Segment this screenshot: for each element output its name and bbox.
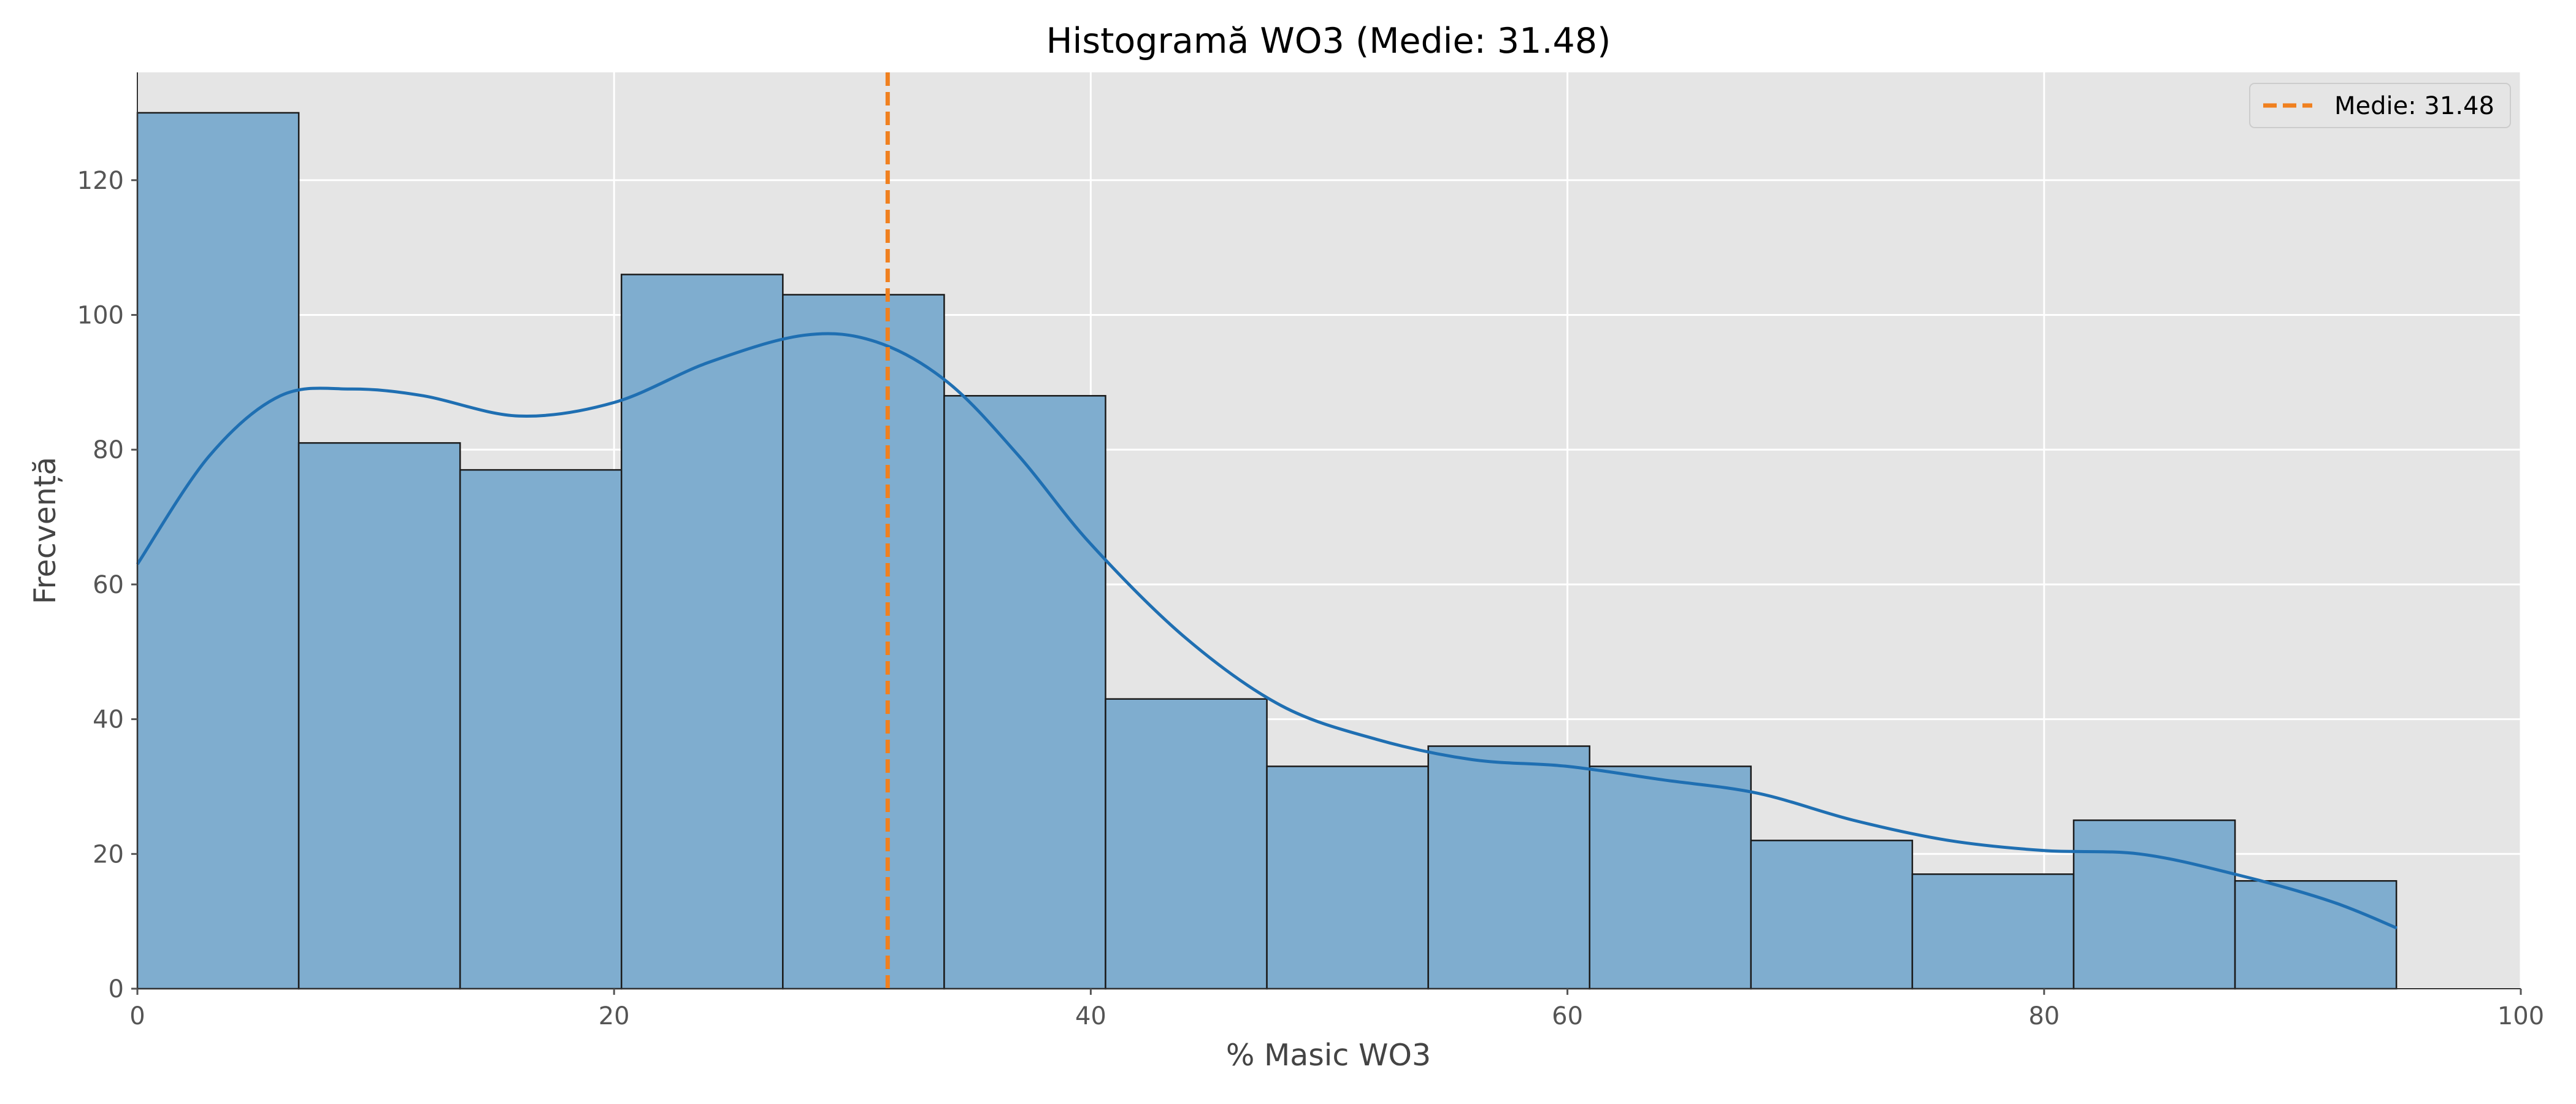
- y-tick-label: 100: [77, 301, 124, 329]
- legend-mean-label: Medie: 31.48: [2334, 92, 2494, 120]
- x-axis-ticks: 0 20 40 60 80 100: [129, 989, 2544, 1030]
- histogram-bar: [459, 469, 623, 990]
- y-axis-ticks: 0 20 40 60 80 100 120: [77, 167, 137, 1003]
- y-tick-label: 20: [93, 840, 124, 868]
- kde-curve: [136, 332, 2398, 930]
- y-tick-label: 80: [93, 436, 124, 464]
- x-tick-label: 80: [2028, 1002, 2060, 1030]
- x-tick-label: 0: [129, 1002, 145, 1030]
- axis-spines: [137, 72, 2521, 989]
- chart-title: Histogramă WO3 (Medie: 31.48): [1046, 21, 1611, 61]
- histogram-bar: [620, 274, 784, 990]
- histogram-bar: [136, 112, 300, 990]
- legend: Medie: 31.48: [2249, 83, 2511, 128]
- x-tick-label: 40: [1075, 1002, 1106, 1030]
- histogram-bar: [1427, 745, 1590, 990]
- histogram-bar: [297, 442, 461, 990]
- y-tick-label: 120: [77, 167, 124, 195]
- histogram-bar: [1266, 765, 1429, 990]
- x-tick-label: 60: [1552, 1002, 1583, 1030]
- histogram-bar: [2234, 880, 2398, 990]
- y-tick-label: 0: [109, 975, 124, 1003]
- histogram-bar: [1105, 698, 1268, 990]
- x-tick-label: 100: [2497, 1002, 2544, 1030]
- histogram-bars: [136, 112, 2398, 990]
- y-tick-label: 60: [93, 571, 124, 599]
- x-axis-label: % Masic WO3: [1226, 1038, 1431, 1073]
- y-tick-label: 40: [93, 706, 124, 734]
- y-axis-label: Frecvență: [28, 457, 63, 604]
- x-tick-label: 20: [599, 1002, 630, 1030]
- histogram-bar: [2072, 819, 2236, 990]
- legend-box: [2249, 83, 2511, 128]
- histogram-bar: [943, 395, 1106, 990]
- histogram-bar: [1911, 873, 2075, 990]
- histogram-bar: [1589, 765, 1752, 990]
- histogram-bar: [782, 294, 945, 990]
- histogram-bar: [1750, 840, 1914, 990]
